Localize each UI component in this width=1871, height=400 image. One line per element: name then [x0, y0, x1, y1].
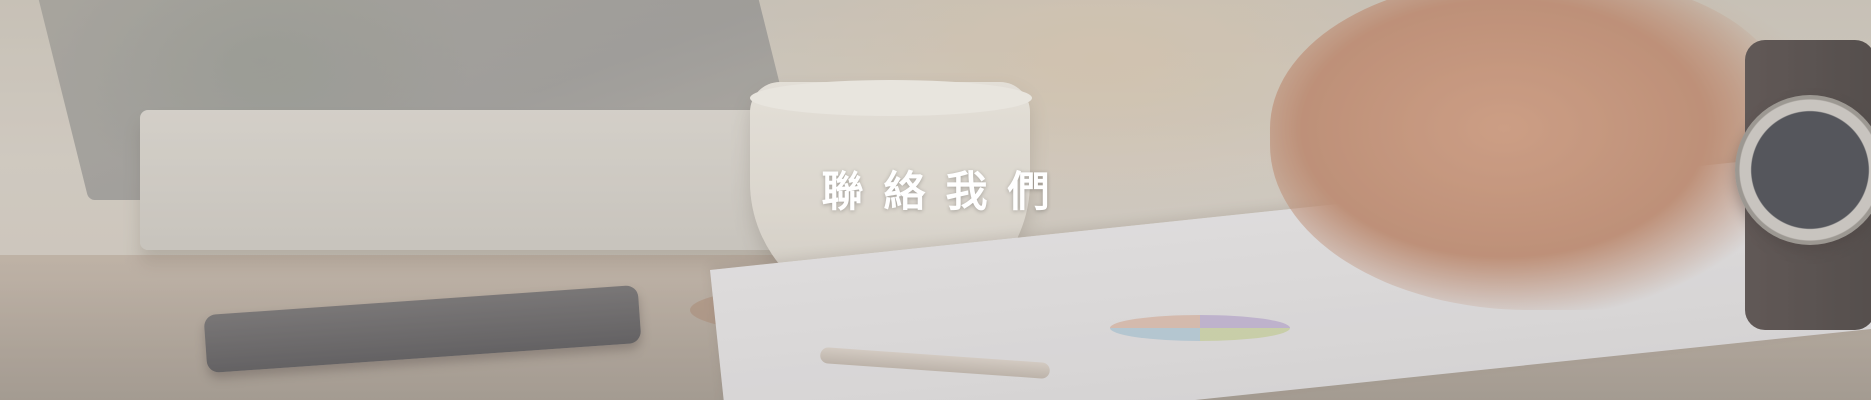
page-title: 聯絡我們 — [821, 166, 1070, 216]
clasped-hands-photo — [1270, 0, 1790, 310]
laptop-keyboard-photo — [140, 110, 790, 250]
wristwatch-photo — [1735, 95, 1871, 245]
cup-rim-photo — [750, 80, 1032, 116]
pie-chart-print-photo — [1110, 315, 1290, 341]
